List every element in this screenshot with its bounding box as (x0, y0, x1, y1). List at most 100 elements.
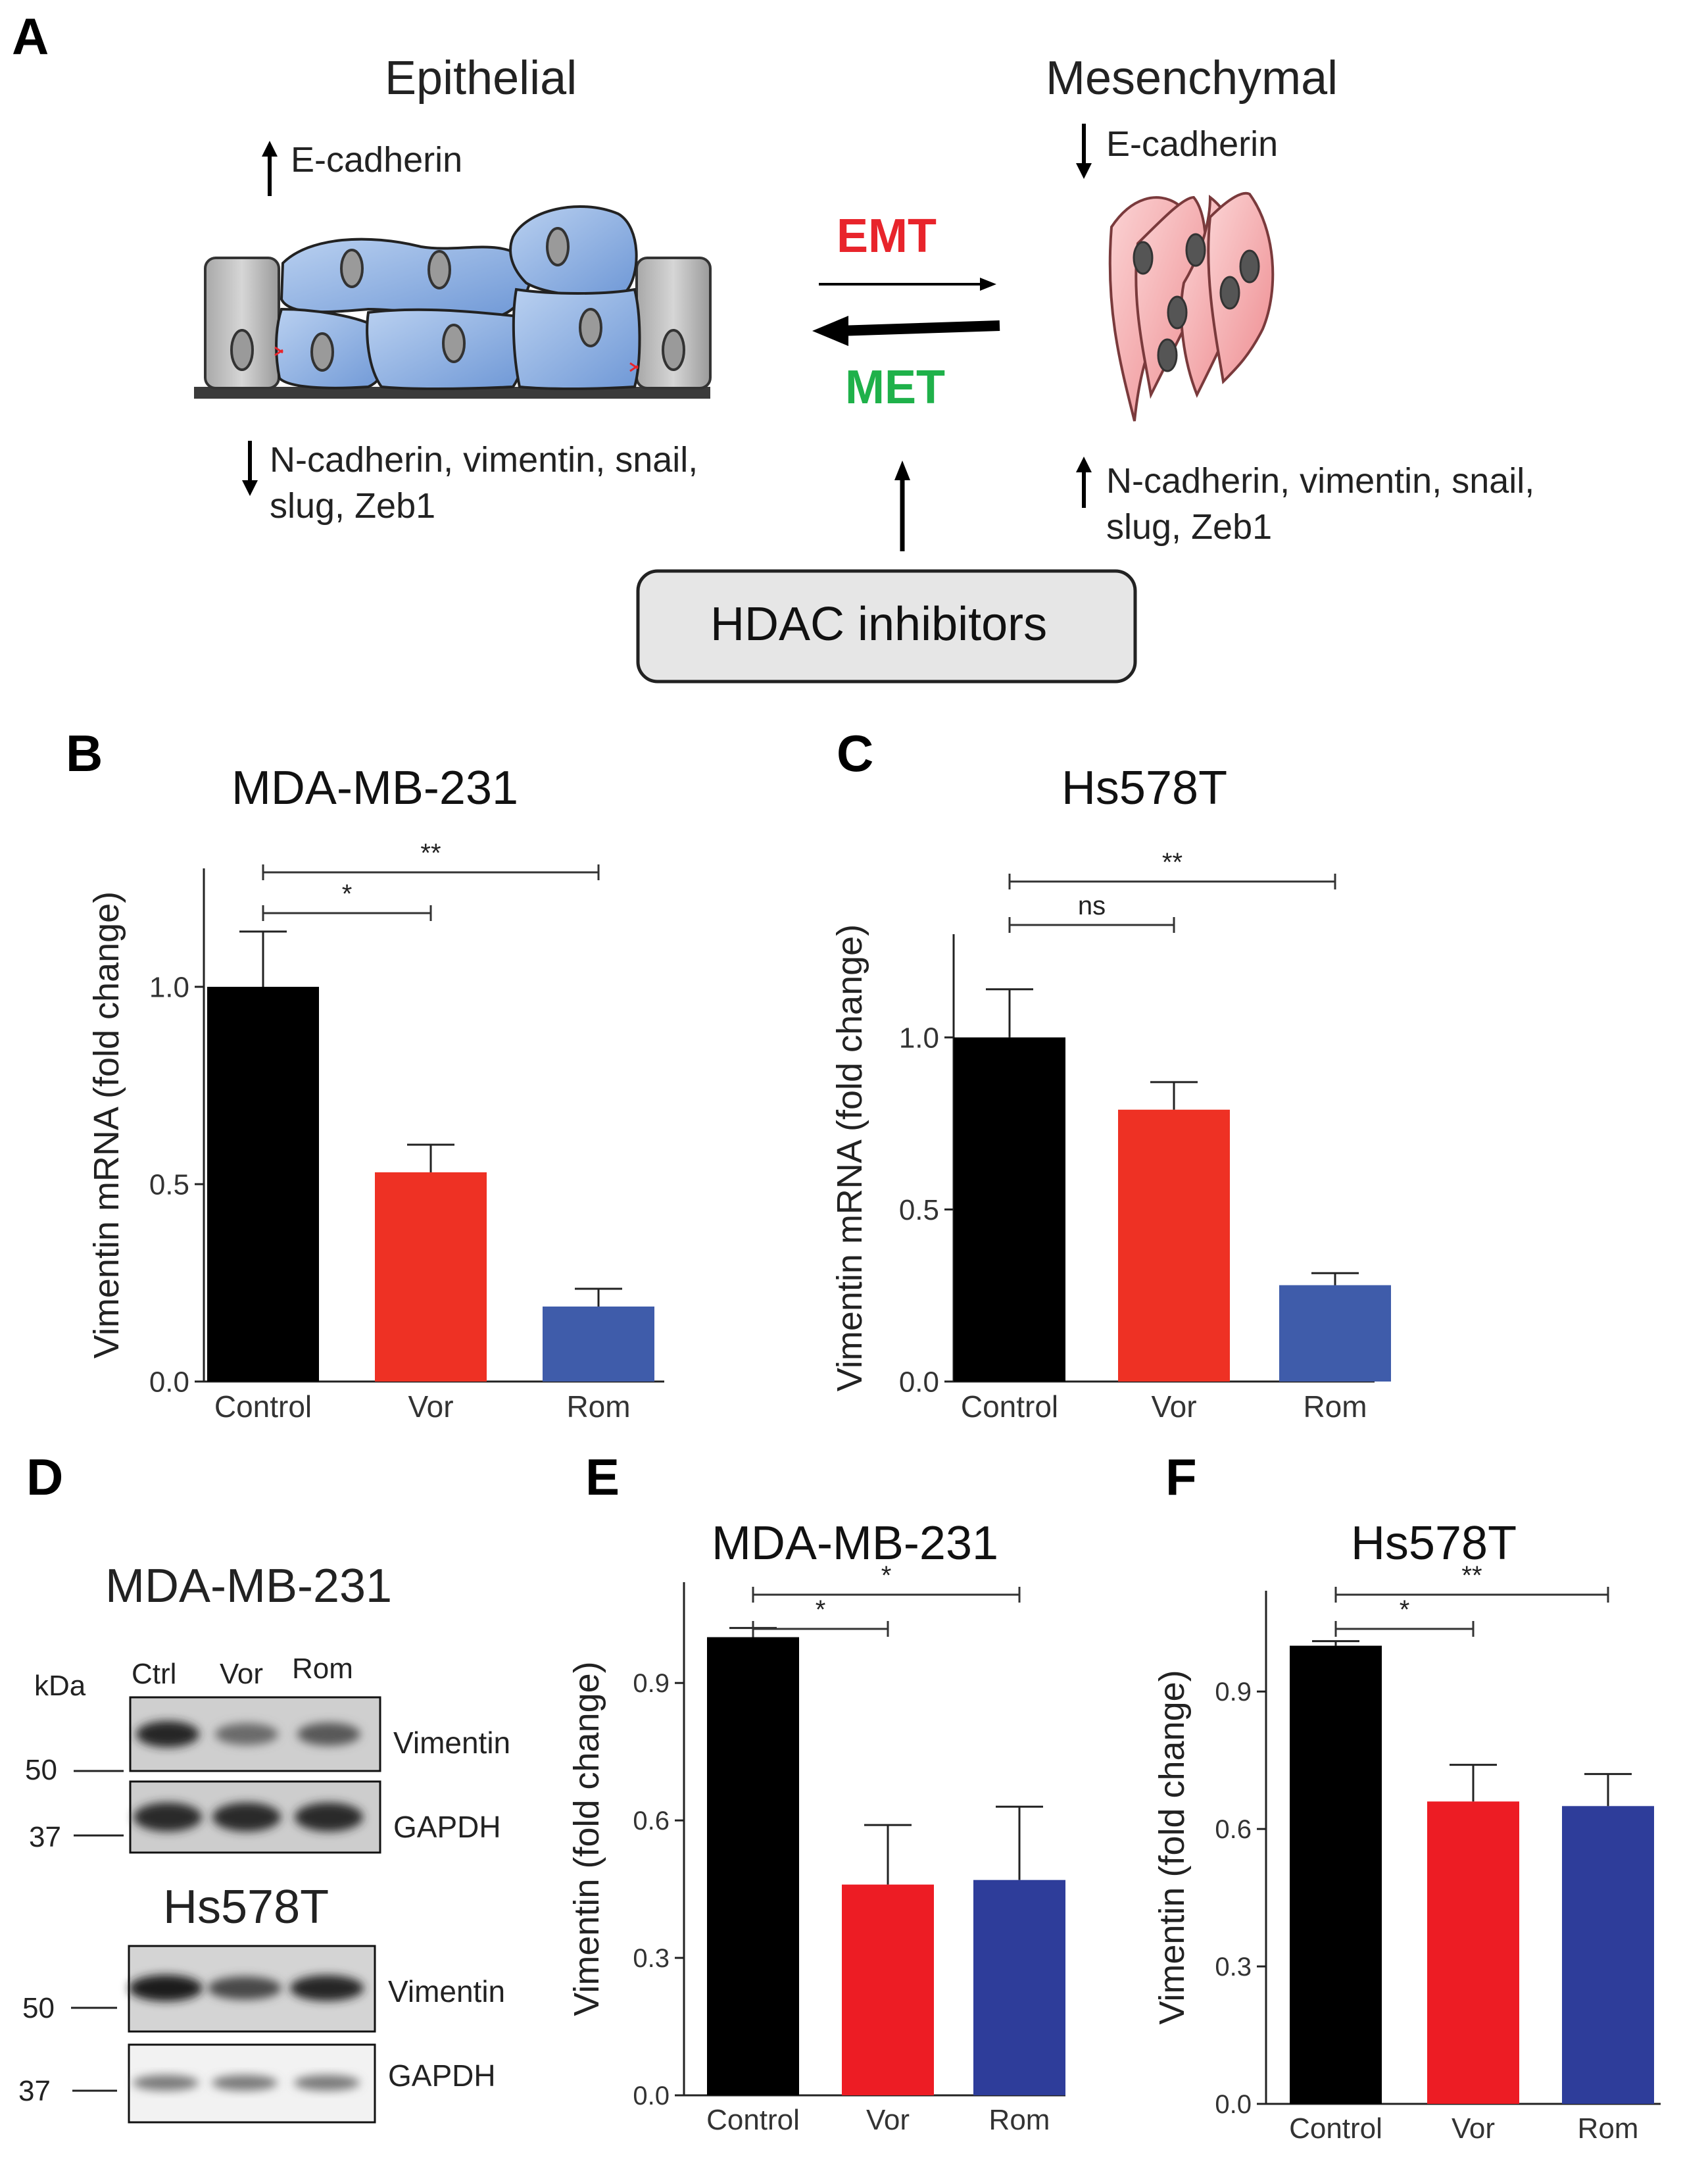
mes-down-arrow-icon (1076, 124, 1092, 179)
chart-c: Hs578T Vimentin mRNA (fold change) 0.0 0.5 1… (830, 762, 1391, 1424)
bar-control (707, 1637, 799, 2095)
blot1-gapdh-band (212, 1803, 281, 1832)
y-axis-label: Vimentin (fold change) (567, 1661, 606, 2016)
blot2-gapdh-band (133, 2075, 199, 2091)
western-blot-images (71, 1696, 381, 2124)
category-label: Vor (1452, 2112, 1495, 2145)
category-label: Rom (989, 2104, 1050, 2136)
epithelial-title: Epithelial (385, 52, 577, 105)
category-label: Vor (408, 1389, 453, 1424)
blot2-vimentin-band (208, 1976, 281, 2000)
category-label: Vor (1151, 1389, 1196, 1424)
chart-title: MDA-MB-231 (712, 1517, 998, 1570)
mes-up-arrow-icon (1076, 457, 1092, 508)
significance-label: * (1400, 1595, 1410, 1624)
mesenchymal-cells-illustration (1108, 191, 1275, 422)
hdac-inhibitors-label: HDAC inhibitors (710, 598, 1048, 651)
bar-rom (1279, 1285, 1391, 1382)
category-label: Control (1289, 2112, 1382, 2145)
y-tick-label: 0.9 (633, 1669, 670, 1698)
blot2-marker-50: 50 (22, 1992, 55, 2024)
mes-markers-label-1: N-cadherin, vimentin, snail, (1106, 461, 1535, 501)
blot2-title: Hs578T (163, 1881, 329, 1933)
met-label: MET (845, 361, 945, 414)
bar-vor (1118, 1109, 1230, 1382)
hdac-box (636, 569, 1137, 684)
epi-markers-label-1: N-cadherin, vimentin, snail, (270, 440, 698, 480)
category-label: Control (214, 1389, 312, 1424)
panel-letter-b: B (66, 724, 103, 782)
blot1-title: MDA-MB-231 (105, 1560, 393, 1612)
y-tick-label: 0.3 (633, 1944, 670, 1973)
category-label: Rom (1578, 2112, 1639, 2145)
mes-ecadherin-label: E-cadherin (1106, 124, 1279, 164)
panel-letter-d: D (26, 1448, 64, 1506)
category-label: Rom (566, 1389, 630, 1424)
y-tick-label: 0.6 (1215, 1815, 1252, 1844)
blot1-vimentin-band (136, 1721, 199, 1747)
y-tick-label: 1.0 (899, 1022, 939, 1054)
significance-label: ** (1162, 848, 1183, 877)
blot2-vimentin-label: Vimentin (388, 1974, 506, 2008)
y-tick-label: 0.0 (899, 1366, 939, 1398)
significance-label: ** (420, 839, 441, 868)
significance-label: * (342, 880, 353, 909)
blot1-vimentin-label: Vimentin (393, 1726, 511, 1760)
blot2-marker-37: 37 (18, 2075, 51, 2107)
epithelial-cells-illustration (194, 205, 712, 399)
blot1-gapdh-band (295, 1803, 363, 1832)
panel-letter-f: F (1165, 1448, 1197, 1506)
significance-label: * (881, 1561, 892, 1590)
lane-label-rom: Rom (292, 1653, 353, 1685)
y-tick-label: 0.0 (633, 2082, 670, 2110)
epi-markers-label-2: slug, Zeb1 (270, 486, 436, 526)
mesenchymal-title: Mesenchymal (1046, 52, 1338, 105)
blot2-gapdh-band (294, 2075, 360, 2091)
y-tick-label: 0.6 (633, 1807, 670, 1835)
y-tick-label: 0.0 (1215, 2090, 1252, 2119)
panel-letter-a: A (12, 7, 49, 65)
hdac-up-arrow-icon (894, 461, 910, 551)
emt-diagram (194, 124, 1275, 684)
bar-rom (973, 1880, 1065, 2095)
category-label: Control (706, 2104, 800, 2136)
chart-e: MDA-MB-231 Vimentin (fold change) 0.0 0.3 0.… (567, 1517, 1065, 2136)
bar-vor (1427, 1801, 1519, 2104)
y-tick-label: 1.0 (149, 971, 189, 1003)
bar-rom (543, 1307, 654, 1382)
significance-label: * (816, 1595, 826, 1624)
significance-label: ns (1078, 891, 1106, 920)
panel-letter-c: C (837, 724, 874, 782)
blot2-gapdh-label: GAPDH (388, 2058, 496, 2093)
chart-b: MDA-MB-231 Vimentin mRNA (fold change) 0.0… (87, 762, 664, 1424)
y-axis-label: Vimentin mRNA (fold change) (87, 891, 126, 1359)
blot1-gapdh-band (134, 1803, 202, 1832)
emt-label: EMT (837, 210, 937, 262)
epi-ecadherin-label: E-cadherin (291, 140, 463, 180)
y-tick-label: 0.3 (1215, 1953, 1252, 1982)
emt-arrow-icon (819, 278, 996, 291)
bar-control (207, 987, 319, 1382)
epi-up-arrow-icon (262, 141, 278, 196)
epi-down-arrow-icon (242, 441, 258, 496)
chart-title: MDA-MB-231 (232, 762, 518, 814)
lane-label-vor: Vor (220, 1658, 264, 1690)
y-axis-label: Vimentin mRNA (fold change) (830, 924, 869, 1391)
y-tick-label: 0.9 (1215, 1678, 1252, 1707)
chart-title: Hs578T (1061, 762, 1227, 814)
bar-control (1290, 1645, 1382, 2104)
blot1-vimentin-band (297, 1722, 360, 1746)
mes-markers-label-2: slug, Zeb1 (1106, 507, 1273, 547)
category-label: Control (961, 1389, 1058, 1424)
blot2-vimentin-band (290, 1975, 364, 2001)
bar-control (954, 1037, 1065, 1382)
significance-label: ** (1461, 1561, 1482, 1590)
y-axis-label: Vimentin (fold change) (1152, 1670, 1192, 2024)
category-label: Vor (866, 2104, 910, 2136)
blot2-vimentin-band (129, 1975, 203, 2001)
y-tick-label: 0.5 (899, 1194, 939, 1226)
lane-label-ctrl: Ctrl (132, 1658, 177, 1690)
y-tick-label: 0.5 (149, 1168, 189, 1201)
bar-rom (1562, 1806, 1654, 2104)
bar-vor (375, 1172, 487, 1382)
